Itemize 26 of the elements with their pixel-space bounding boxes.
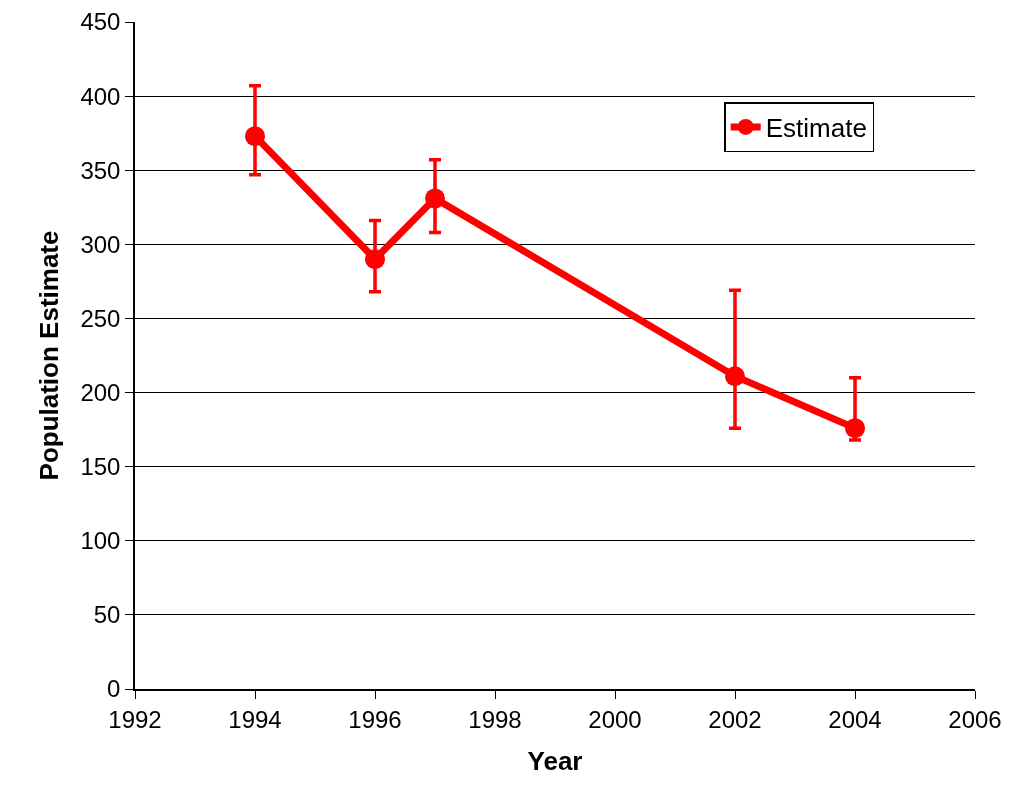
y-tick-label: 150 (80, 453, 121, 481)
y-tick-label: 200 (80, 378, 121, 406)
point (845, 418, 865, 439)
x-tick-label: 2002 (708, 705, 762, 733)
legend-label: Estimate (765, 113, 867, 144)
x-tick-label: 1994 (228, 705, 282, 733)
y-tick-label: 300 (80, 230, 121, 258)
point (245, 126, 265, 147)
x-tick-label: 2004 (828, 705, 882, 733)
y-tick-label: 50 (93, 601, 121, 629)
x-axis-title: Year (527, 745, 583, 776)
y-tick-label: 400 (80, 82, 121, 110)
x-tick-label: 1992 (108, 705, 162, 733)
y-tick-label: 250 (80, 304, 121, 332)
point (425, 188, 445, 209)
y-tick-label: 450 (80, 8, 121, 36)
point (365, 249, 385, 270)
point (725, 366, 745, 387)
y-tick-label: 0 (107, 675, 121, 703)
y-axis-title: Population Estimate (34, 230, 65, 481)
x-tick-label: 1996 (348, 705, 402, 733)
x-tick-label: 2000 (588, 705, 642, 733)
y-tick-label: 100 (80, 527, 121, 555)
x-tick-label: 1998 (468, 705, 522, 733)
x-tick-label: 2006 (948, 705, 1002, 733)
y-tick-label: 350 (80, 156, 121, 184)
